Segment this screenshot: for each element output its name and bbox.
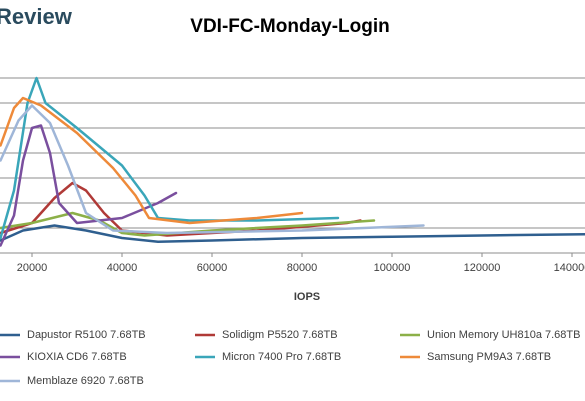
series-line bbox=[0, 104, 425, 235]
series-line bbox=[0, 124, 178, 247]
series-line bbox=[0, 96, 304, 225]
chart-title: VDI-FC-Monday-Login bbox=[190, 16, 389, 37]
legend-label: Dapustor R5100 7.68TB bbox=[27, 329, 146, 341]
legend-label: Memblaze 6920 7.68TB bbox=[27, 375, 144, 387]
legend-label: Solidigm P5520 7.68TB bbox=[222, 329, 338, 341]
x-tick-label: 20000 bbox=[17, 262, 48, 274]
x-tick-label: 40000 bbox=[107, 262, 138, 274]
x-axis-label: IOPS bbox=[294, 291, 320, 303]
legend-label: KIOXIA CD6 7.68TB bbox=[27, 351, 127, 363]
legend-label: Micron 7400 Pro 7.68TB bbox=[222, 351, 341, 363]
series-line bbox=[0, 76, 340, 240]
x-tick-label: 60000 bbox=[197, 262, 228, 274]
brand: Review bbox=[0, 4, 73, 29]
series-line bbox=[0, 181, 362, 237]
series-line bbox=[0, 224, 585, 243]
x-tick-label: 80000 bbox=[287, 262, 318, 274]
series-line bbox=[0, 211, 376, 237]
x-tick-label: 100000 bbox=[374, 262, 411, 274]
x-tick-label: 120000 bbox=[464, 262, 501, 274]
legend-label: Union Memory UH810a 7.68TB bbox=[427, 329, 580, 341]
x-tick-label: 140000 bbox=[554, 262, 585, 274]
legend-label: Samsung PM9A3 7.68TB bbox=[427, 351, 551, 363]
